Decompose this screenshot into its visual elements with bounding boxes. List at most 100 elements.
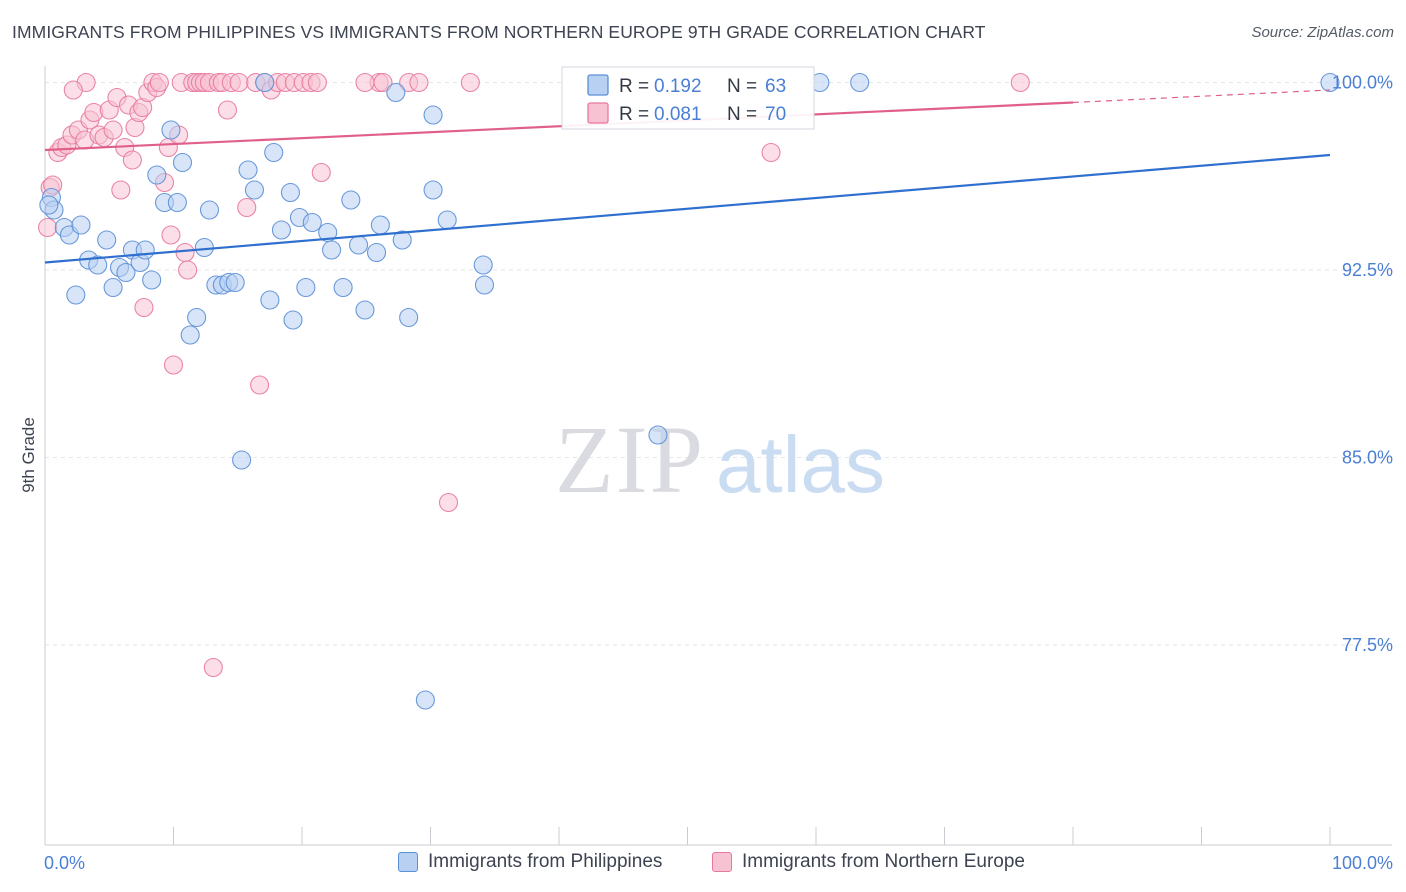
legend-item-northern-europe[interactable]: Immigrants from Northern Europe (712, 851, 1025, 873)
point-s1-66 (1010, 72, 1030, 93)
watermark: ZIP atlas (555, 406, 885, 513)
y-tick-label-1: 85.0% (1342, 448, 1393, 468)
point-s0-15 (142, 270, 162, 290)
point-s0-42 (322, 240, 342, 260)
point-s0-24 (199, 200, 220, 220)
point-s0-53 (423, 105, 443, 125)
point-s0-44 (341, 190, 361, 210)
point-s0-58 (648, 425, 668, 445)
legend-label-northern-europe: Immigrants from Northern Europe (742, 851, 1025, 872)
point-s0-33 (260, 290, 280, 310)
point-s0-29 (232, 450, 252, 470)
y-tick-labels: 77.5% 85.0% 92.5% 100.0% (1332, 73, 1393, 656)
point-s0-5 (71, 215, 91, 235)
stats-r-value-1: 0.081 (654, 104, 702, 125)
legend-swatch-blue (398, 852, 418, 872)
point-s1-14 (103, 120, 123, 140)
point-s1-31 (163, 355, 184, 375)
chart-title: IMMIGRANTS FROM PHILIPPINES VS IMMIGRANT… (12, 22, 986, 42)
trend-line-northern-europe-dashed (1072, 89, 1331, 104)
y-tick-label-2: 92.5% (1342, 260, 1393, 280)
point-s1-63 (438, 492, 459, 513)
stats-legend-swatch-0 (587, 74, 609, 96)
point-s0-31 (244, 180, 265, 200)
point-s0-11 (116, 262, 136, 283)
point-s0-16 (147, 165, 167, 185)
stats-legend-swatch-1 (587, 102, 609, 124)
stats-r-label-0: R = (619, 76, 649, 97)
point-s1-46 (229, 72, 249, 93)
point-s0-47 (366, 242, 387, 263)
point-s0-50 (392, 230, 412, 250)
trend-line-northern-europe (44, 101, 1074, 152)
point-s0-61 (1320, 72, 1340, 93)
point-s1-34 (175, 242, 195, 263)
legend-label-philippines: Immigrants from Philippines (428, 851, 663, 872)
x-tick-label-1: 100.0% (1332, 853, 1393, 873)
data-points (38, 72, 1340, 710)
point-s1-19 (122, 150, 142, 170)
point-s0-40 (302, 212, 322, 233)
point-s1-47 (237, 197, 257, 218)
stats-legend: R = 0.192 N = 63 R = 0.081 N = 70 (561, 66, 815, 130)
point-s0-57 (474, 275, 495, 295)
point-s0-35 (271, 220, 291, 240)
trend-lines (44, 89, 1331, 264)
point-s1-41 (203, 657, 223, 678)
point-s0-48 (370, 215, 390, 235)
point-s1-16 (111, 180, 131, 200)
stats-n-value-1: 70 (765, 104, 786, 125)
point-s0-55 (437, 210, 457, 230)
point-s1-35 (178, 260, 198, 280)
point-s0-21 (180, 325, 200, 345)
axes (44, 66, 1392, 846)
point-s0-34 (264, 142, 284, 163)
stats-r-label-1: R = (619, 104, 649, 125)
point-s1-62 (409, 72, 429, 93)
point-s0-45 (348, 235, 369, 255)
point-s0-18 (161, 120, 181, 140)
point-s0-30 (238, 160, 258, 180)
stats-r-value-0: 0.192 (654, 76, 702, 97)
series-legend: Immigrants from Philippines Immigrants f… (0, 851, 1406, 879)
point-s0-23 (194, 237, 214, 258)
stats-n-value-0: 63 (765, 76, 786, 97)
stats-n-label-0: N = (727, 76, 757, 97)
point-s0-54 (423, 180, 443, 200)
point-s0-7 (88, 255, 108, 275)
point-s1-0 (38, 217, 58, 238)
point-s1-65 (761, 142, 781, 163)
point-s0-36 (280, 182, 300, 203)
point-s0-28 (225, 272, 245, 293)
stats-n-label-1: N = (727, 104, 757, 125)
point-s0-9 (103, 277, 123, 298)
y-tick-label-3: 100.0% (1332, 73, 1393, 93)
point-s1-64 (460, 72, 480, 93)
point-s1-58 (311, 162, 331, 183)
point-s1-49 (250, 375, 270, 395)
point-s0-19 (167, 192, 187, 213)
point-s1-30 (161, 225, 181, 245)
x-tick-label-0: 0.0% (44, 853, 85, 873)
legend-item-philippines[interactable]: Immigrants from Philippines (398, 851, 662, 873)
point-s1-27 (149, 72, 169, 93)
point-s0-46 (355, 300, 375, 320)
legend-swatch-pink (712, 852, 732, 872)
point-s0-8 (97, 230, 117, 250)
point-s0-37 (283, 310, 303, 330)
point-s0-22 (187, 307, 207, 328)
point-s1-69 (63, 80, 83, 100)
point-s1-67 (355, 72, 375, 93)
x-tick-labels: 0.0% 100.0% (44, 853, 1393, 873)
y-axis-label: 9th Grade (19, 417, 38, 493)
point-s1-23 (134, 297, 154, 318)
point-s0-4 (66, 285, 86, 305)
trend-line-philippines (44, 153, 1331, 264)
source-label: Source: ZipAtlas.com (1251, 24, 1394, 41)
y-tick-label-0: 77.5% (1342, 635, 1393, 655)
point-s0-20 (172, 152, 193, 173)
point-s0-14 (135, 240, 155, 260)
point-s0-52 (415, 690, 435, 710)
point-s0-51 (399, 307, 419, 328)
